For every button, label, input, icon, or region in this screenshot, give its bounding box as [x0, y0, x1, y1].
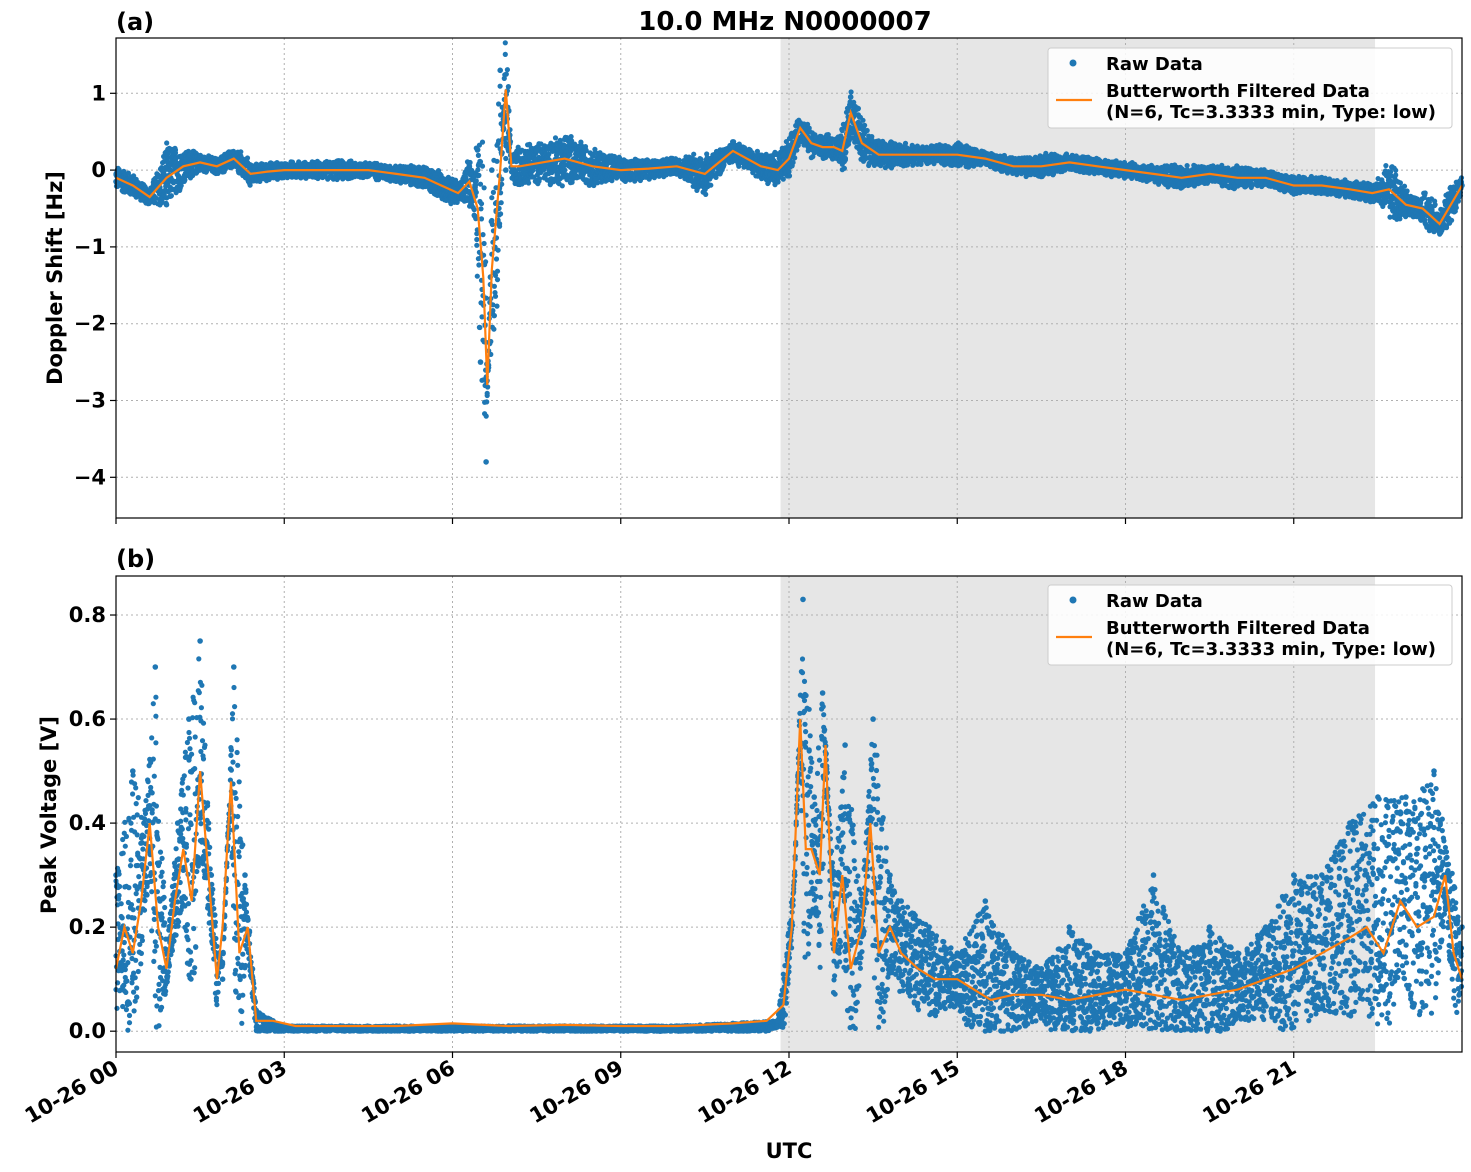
raw-data-point	[536, 176, 543, 182]
raw-data-point	[477, 324, 483, 331]
raw-data-point	[483, 259, 489, 265]
raw-data-point	[485, 384, 491, 390]
raw-data-point	[481, 240, 487, 247]
raw-data-point	[691, 151, 697, 157]
raw-data-point	[491, 326, 497, 332]
raw-data-point	[864, 127, 870, 134]
raw-data-point	[498, 211, 504, 217]
raw-data-point	[786, 173, 793, 179]
raw-data-point	[476, 262, 482, 268]
raw-data-point	[494, 158, 500, 164]
raw-data-point	[473, 189, 479, 195]
raw-data-point	[168, 193, 174, 199]
raw-data-point	[848, 89, 854, 95]
raw-data-point	[862, 122, 868, 128]
raw-data-point	[479, 139, 486, 145]
raw-data-point	[215, 170, 221, 176]
raw-data-point	[475, 147, 481, 153]
raw-data-point	[843, 149, 849, 155]
raw-data-point	[498, 200, 504, 206]
raw-data-point	[494, 268, 501, 274]
raw-data-point	[497, 223, 503, 229]
raw-data-point	[474, 242, 480, 248]
raw-data-point	[493, 256, 500, 262]
raw-data-point	[780, 176, 786, 182]
raw-data-point	[131, 173, 137, 179]
raw-data-point	[478, 206, 484, 212]
raw-data-point	[503, 155, 509, 162]
raw-data-point	[476, 172, 482, 178]
raw-data-point	[494, 277, 501, 283]
raw-data-point	[475, 152, 481, 158]
raw-data-point	[855, 105, 862, 112]
raw-data-point	[792, 155, 798, 161]
raw-data-point	[467, 159, 473, 166]
raw-data-point	[842, 155, 849, 161]
raw-data-point	[116, 167, 122, 173]
raw-data-point	[790, 159, 796, 166]
raw-data-point	[478, 201, 485, 207]
raw-data-point	[480, 232, 486, 238]
raw-data-point	[562, 167, 568, 173]
raw-data-point	[172, 150, 179, 156]
raw-data-point	[489, 195, 495, 201]
raw-data-point	[474, 273, 480, 279]
raw-data-point	[559, 183, 565, 189]
raw-data-point	[238, 149, 244, 155]
raw-data-point	[495, 247, 501, 253]
raw-data-point	[794, 147, 800, 153]
raw-data-point	[497, 83, 503, 89]
raw-data-point	[708, 182, 714, 188]
raw-data-point	[481, 185, 487, 191]
raw-data-point	[504, 67, 510, 73]
panel-a: 10−1−2−3−4 (a) 10.0 MHz N0000007 Doppler…	[43, 7, 1465, 524]
raw-data-point	[483, 413, 489, 419]
raw-data-point	[494, 303, 500, 309]
raw-data-point	[489, 221, 495, 228]
raw-data-point	[474, 236, 480, 243]
raw-data-point	[502, 40, 508, 46]
raw-data-point	[492, 293, 499, 299]
raw-data-point	[159, 199, 165, 206]
raw-data-point	[164, 140, 170, 146]
raw-data-point	[502, 51, 508, 58]
raw-data-point	[484, 390, 490, 396]
raw-data-point	[526, 180, 532, 186]
raw-data-point	[505, 84, 511, 90]
raw-data-point	[475, 167, 481, 173]
raw-data-point	[491, 283, 497, 289]
raw-data-point	[552, 135, 559, 141]
raw-data-point	[471, 207, 477, 213]
raw-data-point	[860, 117, 866, 123]
raw-data-point	[490, 189, 496, 195]
raw-data-point	[473, 178, 479, 184]
raw-data-point	[479, 163, 486, 169]
raw-data-point	[503, 71, 509, 77]
raw-data-point	[491, 313, 497, 319]
raw-data-point	[244, 155, 251, 161]
raw-data-point	[703, 191, 709, 197]
raw-data-point	[841, 165, 848, 171]
raw-data-point	[484, 399, 490, 405]
